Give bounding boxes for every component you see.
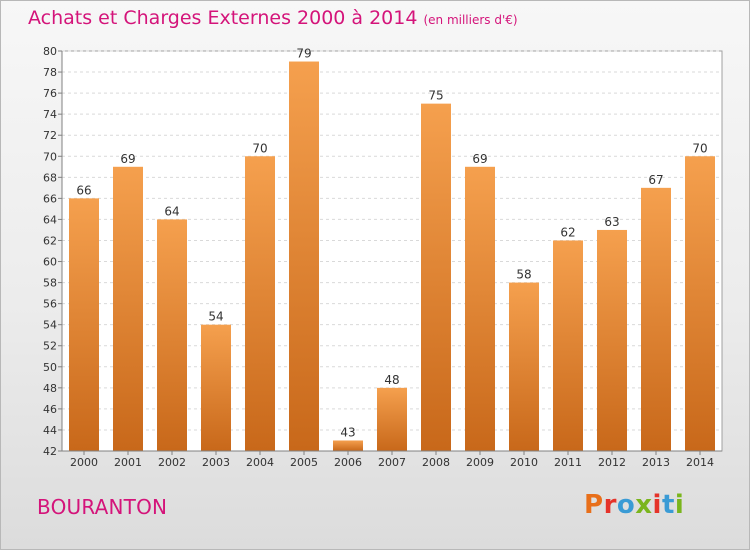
chart-title-text: Achats et Charges Externes 2000 à 2014 bbox=[28, 7, 418, 29]
y-tick-label: 60 bbox=[43, 256, 57, 269]
x-tick-label: 2008 bbox=[422, 456, 450, 469]
y-tick-label: 70 bbox=[43, 150, 57, 163]
bar bbox=[377, 387, 407, 451]
bar-value-label: 67 bbox=[648, 173, 663, 187]
bar bbox=[553, 240, 583, 451]
bar-value-label: 75 bbox=[428, 89, 443, 103]
chart-title: Achats et Charges Externes 2000 à 2014 (e… bbox=[28, 7, 518, 29]
bar bbox=[245, 156, 275, 451]
x-tick-label: 2010 bbox=[510, 456, 538, 469]
y-tick-label: 46 bbox=[43, 403, 57, 416]
commune-name: BOURANTON bbox=[37, 495, 168, 519]
x-tick-label: 2011 bbox=[554, 456, 582, 469]
bar-value-label: 54 bbox=[208, 310, 223, 324]
bar-value-label: 79 bbox=[296, 47, 311, 61]
x-tick-label: 2012 bbox=[598, 456, 626, 469]
y-tick-label: 66 bbox=[43, 192, 57, 205]
y-tick-label: 72 bbox=[43, 129, 57, 142]
y-tick-label: 52 bbox=[43, 340, 57, 353]
bar bbox=[465, 166, 495, 451]
bar bbox=[289, 61, 319, 452]
y-tick-label: 64 bbox=[43, 213, 57, 226]
bar bbox=[597, 229, 627, 451]
y-tick-label: 78 bbox=[43, 66, 57, 79]
x-tick-label: 2014 bbox=[686, 456, 714, 469]
bar bbox=[69, 198, 99, 451]
bar bbox=[157, 219, 187, 451]
y-tick-label: 44 bbox=[43, 424, 57, 437]
bar bbox=[333, 440, 363, 451]
bar-value-label: 63 bbox=[604, 215, 619, 229]
x-tick-label: 2000 bbox=[70, 456, 98, 469]
y-tick-label: 74 bbox=[43, 108, 57, 121]
bar-value-label: 62 bbox=[560, 225, 575, 239]
y-tick-label: 50 bbox=[43, 361, 57, 374]
x-tick-label: 2013 bbox=[642, 456, 670, 469]
x-tick-label: 2009 bbox=[466, 456, 494, 469]
bar-value-label: 64 bbox=[164, 204, 179, 218]
x-tick-label: 2004 bbox=[246, 456, 274, 469]
y-tick-label: 58 bbox=[43, 277, 57, 290]
y-tick-label: 80 bbox=[43, 45, 57, 58]
bar-value-label: 70 bbox=[252, 141, 267, 155]
bar-value-label: 58 bbox=[516, 268, 531, 282]
x-tick-label: 2001 bbox=[114, 456, 142, 469]
bar bbox=[201, 324, 231, 451]
bar-value-label: 66 bbox=[76, 183, 91, 197]
x-tick-label: 2005 bbox=[290, 456, 318, 469]
y-tick-label: 76 bbox=[43, 87, 57, 100]
x-tick-label: 2006 bbox=[334, 456, 362, 469]
y-tick-label: 54 bbox=[43, 319, 57, 332]
y-tick-label: 56 bbox=[43, 298, 57, 311]
bar bbox=[641, 187, 671, 451]
bar bbox=[113, 166, 143, 451]
bar-value-label: 48 bbox=[384, 373, 399, 387]
x-tick-label: 2003 bbox=[202, 456, 230, 469]
bar-value-label: 69 bbox=[120, 152, 135, 166]
bar bbox=[421, 103, 451, 451]
bar bbox=[685, 156, 715, 451]
x-tick-label: 2007 bbox=[378, 456, 406, 469]
chart-unit: (en milliers d'€) bbox=[423, 13, 518, 27]
y-tick-label: 68 bbox=[43, 171, 57, 184]
y-tick-label: 42 bbox=[43, 445, 57, 458]
bar-value-label: 70 bbox=[692, 141, 707, 155]
bar bbox=[509, 282, 539, 451]
y-tick-label: 62 bbox=[43, 234, 57, 247]
x-tick-label: 2002 bbox=[158, 456, 186, 469]
proxiti-logo: Proxiti bbox=[584, 490, 685, 520]
y-tick-label: 48 bbox=[43, 382, 57, 395]
bar-value-label: 69 bbox=[472, 152, 487, 166]
bar-value-label: 43 bbox=[340, 425, 355, 439]
